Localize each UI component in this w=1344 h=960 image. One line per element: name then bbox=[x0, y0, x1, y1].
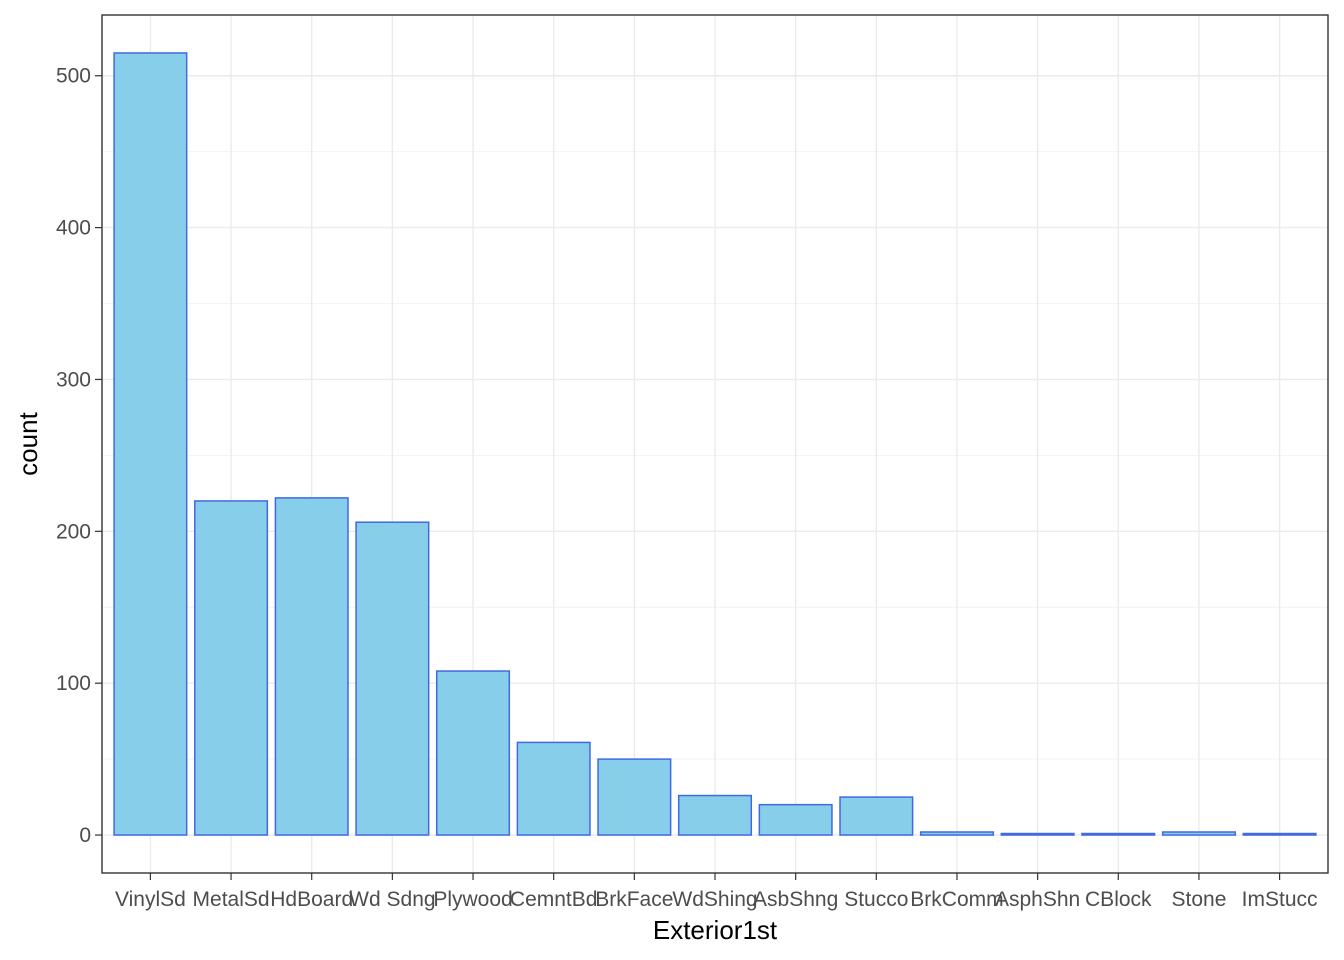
x-tick-label: Wd Sdng bbox=[349, 888, 435, 911]
bar-brkcomm bbox=[919, 831, 995, 836]
bar-metalsd bbox=[194, 500, 269, 836]
bar-wdshing bbox=[677, 794, 753, 836]
bar-stucco bbox=[839, 796, 914, 836]
x-tick-label: Stucco bbox=[844, 888, 908, 911]
bar-brkface bbox=[597, 758, 672, 836]
x-tick-label: AsbShng bbox=[753, 888, 838, 911]
x-tick-label: Stone bbox=[1172, 888, 1227, 911]
bars bbox=[113, 52, 1317, 836]
x-tick-label: VinylSd bbox=[115, 888, 186, 911]
bar-vinylsd bbox=[113, 52, 188, 836]
bar-wd-sdng bbox=[355, 521, 430, 836]
bar-cemntbd bbox=[516, 741, 591, 836]
bar-asbshng bbox=[758, 803, 833, 836]
bar-asphshn bbox=[1000, 832, 1075, 836]
y-tick-label: 200 bbox=[56, 520, 91, 543]
bar-plywood bbox=[435, 670, 511, 836]
x-tick-label: BrkFace bbox=[595, 888, 673, 911]
y-tick-labels: 0 100 200 300 400 500 bbox=[56, 65, 91, 847]
y-axis-title: count bbox=[13, 411, 43, 475]
x-tick-label: WdShing bbox=[672, 888, 757, 911]
x-tick-label: AsphShn bbox=[995, 888, 1080, 911]
x-axis-title: Exterior1st bbox=[653, 915, 778, 945]
bar-stone bbox=[1161, 831, 1236, 836]
bar-cblock bbox=[1081, 832, 1156, 836]
x-tick-label: MetalSd bbox=[193, 888, 270, 911]
axis-ticks bbox=[95, 75, 1281, 880]
x-tick-label: ImStucc bbox=[1242, 888, 1318, 911]
x-tick-label: CemntBd bbox=[510, 888, 598, 911]
y-tick-label: 300 bbox=[56, 368, 91, 391]
y-tick-label: 0 bbox=[79, 824, 91, 847]
x-tick-label: BrkComm bbox=[910, 888, 1003, 911]
x-tick-label: Plywood bbox=[433, 888, 512, 911]
y-tick-label: 400 bbox=[56, 217, 91, 240]
bar-hdboard bbox=[274, 497, 349, 836]
x-tick-label: CBlock bbox=[1085, 888, 1152, 911]
bar-imstucc bbox=[1242, 832, 1317, 836]
y-tick-label: 500 bbox=[56, 65, 91, 88]
y-tick-label: 100 bbox=[56, 672, 91, 695]
x-tick-label: HdBoard bbox=[270, 888, 353, 911]
